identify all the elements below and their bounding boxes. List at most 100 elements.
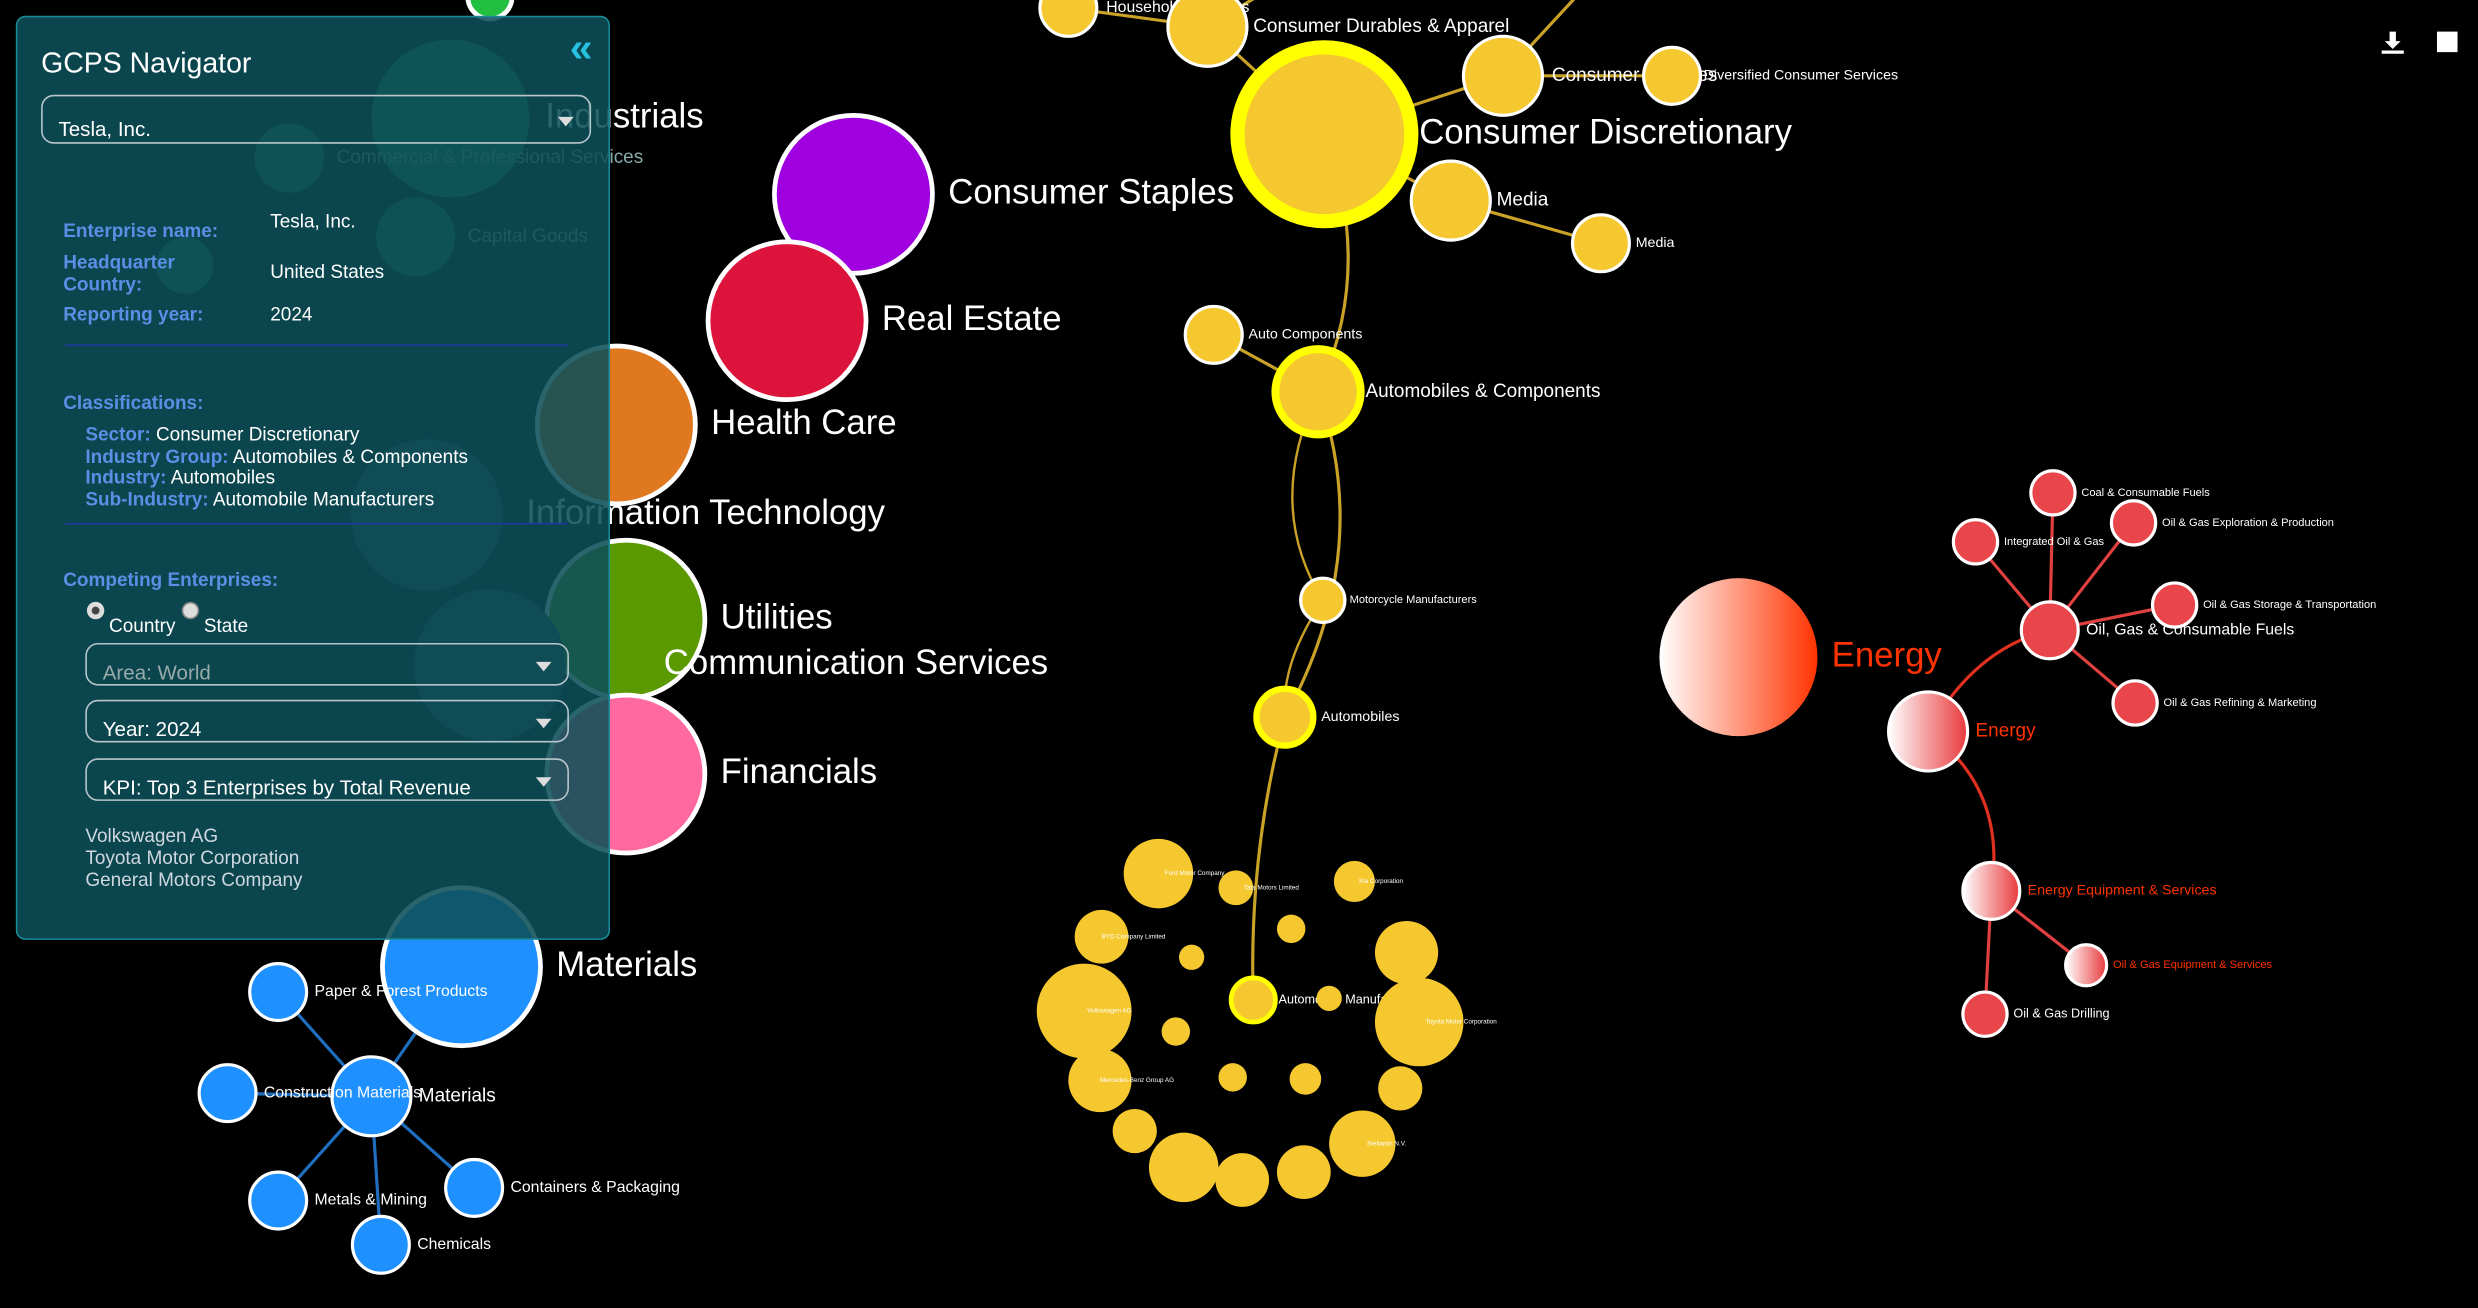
node (1961, 990, 2009, 1038)
edge (1974, 492, 2175, 705)
node (1409, 159, 1492, 242)
enterprise-select[interactable]: Tesla, Inc. (41, 94, 592, 144)
kpi-select[interactable]: KPI: Top 3 Enterprises by Total Revenue (85, 758, 569, 801)
node (1218, 1063, 1247, 1092)
area-select[interactable]: Area: World (85, 642, 569, 686)
node-label: Automobiles & Components (1365, 381, 1600, 402)
node (2029, 469, 2077, 517)
node (1378, 1066, 1423, 1111)
node (1183, 304, 1244, 365)
node (1374, 977, 1464, 1067)
class-label: Sector: (85, 423, 151, 446)
year-select[interactable]: Year: 2024 (85, 699, 569, 743)
panel-title: GCPS Navigator (41, 47, 252, 79)
node (1289, 1063, 1322, 1095)
node-label: Consumer Staples (948, 173, 1234, 211)
download-icon[interactable] (2381, 31, 2404, 54)
node-label: Consumer Discretionary (1419, 113, 1792, 151)
node (1276, 914, 1306, 944)
node-label: Automobiles (1321, 709, 1399, 725)
node (350, 1214, 411, 1275)
edge (227, 990, 476, 1245)
node (1123, 838, 1194, 909)
class-label: Sub-Industry: (85, 488, 209, 511)
radio-country[interactable] (86, 601, 105, 620)
node-label: Materials (556, 946, 697, 984)
node-label: Energy Equipment & Services (2028, 883, 2217, 899)
divider (64, 344, 568, 346)
node-label: Tata Motors Limited (1244, 884, 1300, 891)
node (2109, 499, 2158, 547)
node (1642, 45, 1703, 106)
divider (64, 522, 568, 525)
node (1161, 1017, 1191, 1046)
fullscreen-icon[interactable] (2436, 31, 2458, 53)
node-label: Mercedes-Benz Group AG (1100, 1077, 1174, 1084)
node-label: Media (1497, 190, 1549, 211)
node (1178, 944, 1205, 970)
class-value: Automobile Manufacturers (212, 488, 435, 511)
collapse-button[interactable]: « (569, 23, 593, 72)
node (1036, 963, 1132, 1059)
node-label: Health Care (711, 404, 896, 442)
node (248, 1170, 309, 1231)
node (1570, 213, 1631, 274)
node (1074, 909, 1129, 964)
node (1299, 576, 1347, 624)
node-label: Ford Motor Company (1165, 870, 1225, 877)
node-label: Financials (721, 753, 877, 791)
node-label: Oil & Gas Exploration & Production (2162, 517, 2334, 529)
node (1215, 1153, 1270, 1207)
node-label: Stellantis N.V. (1367, 1140, 1406, 1147)
node-label: Volkswagen AG (1087, 1008, 1131, 1015)
node (1951, 518, 2000, 566)
class-row: Sector: Consumer Discretionary (85, 423, 359, 445)
field-label: Reporting year: (63, 303, 204, 326)
radio-state[interactable] (181, 601, 200, 620)
node (1961, 860, 2022, 921)
node-label: Consumer Durables & Apparel (1253, 16, 1509, 37)
node-label: Construction Materials (264, 1084, 421, 1101)
node-label: Oil & Gas Equipment & Services (2113, 959, 2273, 971)
node-label: Toyota Motor Corporation (1426, 1019, 1498, 1026)
node-label: Kia Corporation (1359, 878, 1403, 885)
edge (1283, 391, 1325, 718)
node-label: Oil & Gas Refining & Marketing (2164, 697, 2317, 709)
node-label: Diversified Consumer Services (1704, 68, 1898, 84)
node (1276, 1145, 1331, 1199)
section-title: Classifications: (63, 391, 204, 414)
node (1374, 920, 1439, 985)
node (1068, 1048, 1132, 1113)
section-title: Competing Enterprises: (63, 568, 279, 591)
field-label: Headquarter Country: (63, 251, 175, 296)
class-label: Industry: (85, 466, 167, 489)
field-value: 2024 (270, 303, 313, 326)
node (1038, 0, 1099, 38)
class-value: Automobiles (170, 466, 276, 489)
node-label: Paper & Forest Products (314, 983, 487, 1000)
node-label: Utilities (721, 598, 833, 636)
node (1461, 34, 1545, 117)
node (1218, 870, 1254, 906)
class-row: Industry Group: Automobiles & Components (85, 445, 468, 467)
class-label: Industry Group: (85, 445, 229, 468)
node-label: Integrated Oil & Gas (2004, 536, 2105, 548)
field-value: Tesla, Inc. (270, 210, 356, 233)
node (248, 962, 309, 1023)
node (330, 1055, 413, 1138)
node (2019, 600, 2080, 661)
node-label: Motorcycle Manufacturers (1350, 594, 1478, 606)
node (1166, 0, 1249, 68)
node-label: Oil & Gas Storage & Transportation (2203, 599, 2376, 611)
node-label: Auto Components (1249, 327, 1363, 343)
node (1316, 985, 1342, 1012)
node (2064, 943, 2109, 988)
result-item: Toyota Motor Corporation (85, 846, 300, 869)
class-value: Automobiles & Components (232, 445, 468, 468)
node-label: Oil, Gas & Consumable Fuels (2086, 621, 2294, 638)
node (1333, 860, 1375, 903)
node (772, 112, 935, 276)
navigator-panel: GCPS Navigator « Tesla, Inc. Enterprise … (15, 15, 611, 940)
